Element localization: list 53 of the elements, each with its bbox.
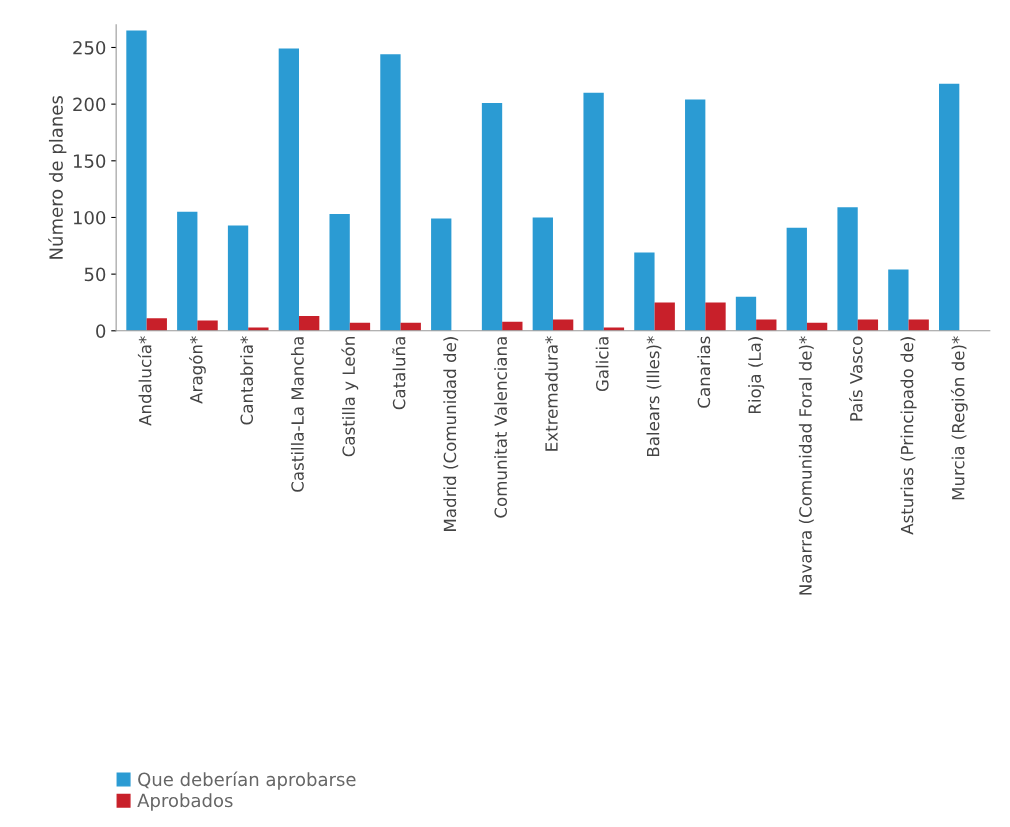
y-tick-label: 0 <box>96 324 106 338</box>
x-tick-label: Galicia <box>595 337 609 392</box>
bar <box>329 214 350 331</box>
bar <box>583 92 604 331</box>
bar <box>177 211 198 331</box>
bar <box>634 252 655 331</box>
y-tick-label: 200 <box>73 97 106 112</box>
bar <box>481 103 503 331</box>
x-tick-label: Murcia (Región de)* <box>950 336 968 500</box>
bar <box>380 54 401 331</box>
bar <box>146 318 167 331</box>
bar <box>227 225 249 331</box>
bar <box>126 30 147 331</box>
x-tick-label: Asturias (Principado de) <box>900 337 917 535</box>
bar <box>685 99 706 331</box>
bar <box>756 319 777 331</box>
y-tick-label: 250 <box>73 40 106 55</box>
bar <box>654 302 675 331</box>
bar <box>532 217 553 331</box>
bar <box>705 302 726 331</box>
x-tick-label: Extremadura* <box>544 336 558 451</box>
x-tick-label: Navarra (Comunidad Foral de)* <box>798 336 814 595</box>
bar <box>197 320 218 331</box>
bar <box>552 319 574 331</box>
x-tick-label: Aragón* <box>189 336 206 404</box>
bar <box>837 207 858 331</box>
y-tick-label: 50 <box>84 267 106 282</box>
x-tick-label: Comunitat Valenciana <box>494 337 508 518</box>
bar <box>939 83 960 331</box>
y-tick-label: 150 <box>73 154 106 168</box>
x-tick-label: Cantabria* <box>240 336 254 425</box>
bar <box>248 327 269 331</box>
x-tick-label: Rioja (La) <box>748 337 765 414</box>
bar <box>908 319 929 331</box>
x-tick-label: Castilla-La Mancha <box>290 337 304 492</box>
y-tick-label: 100 <box>73 210 106 225</box>
bar <box>786 227 807 331</box>
x-tick-label: Canarias <box>697 336 711 408</box>
bar <box>278 48 300 331</box>
bar <box>299 316 320 331</box>
legend-label: Que deberían aprobarse <box>138 771 356 790</box>
bar <box>735 296 757 331</box>
legend-label: Aprobados <box>137 793 233 811</box>
bar <box>431 218 452 331</box>
bar <box>857 319 879 331</box>
x-tick-label: Castilla y León <box>341 337 359 457</box>
x-tick-label: País Vasco <box>849 336 863 421</box>
x-tick-label: Cataluña <box>392 337 406 410</box>
bar <box>888 269 909 331</box>
x-tick-label: Balears (Illes)* <box>646 336 662 457</box>
x-tick-label: Andalucía* <box>137 336 152 426</box>
y-axis-title: Número de planes <box>48 96 67 259</box>
x-tick-label: Madrid (Comunidad de) <box>443 337 459 531</box>
